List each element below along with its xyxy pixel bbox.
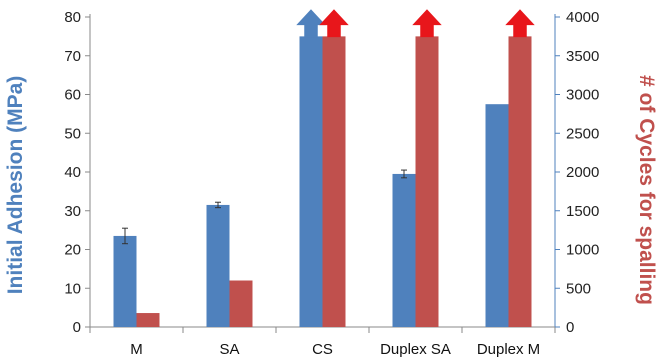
cycles-bar-2 [322,36,346,327]
y-axis-left-tick-label: 20 [64,242,81,259]
y-axis-right-tick-label: 3000 [566,87,599,104]
y-axis-right-tick-label: 500 [566,280,591,297]
x-axis-tick-label: M [130,341,143,358]
y-axis-left-tick-label: 80 [64,9,81,26]
adhesion-bar-1 [206,204,230,327]
y-axis-left-tick-label: 70 [64,48,81,65]
cycles-bar-4 [508,36,532,327]
y-axis-right-tick-label: 2000 [566,164,599,181]
adhesion-bar-0 [113,235,137,327]
y-axis-right-tick-label: 3500 [566,48,599,65]
adhesion-bar-2 [299,36,323,327]
adhesion-bar-3 [392,173,416,327]
y-axis-left-label: Initial Adhesion (MPa) [4,76,27,295]
y-axis-right-tick-label: 2500 [566,125,599,142]
x-axis-tick-label: Duplex SA [380,341,451,358]
adhesion-bar-4 [485,104,509,327]
bars [113,9,535,327]
cycles-arrow-icon [319,9,349,38]
y-axis-left-tick-label: 30 [64,203,81,220]
y-axis-left-tick-label: 40 [64,164,81,181]
y-axis-right-tick-label: 4000 [566,9,599,26]
x-axis-tick-label: Duplex M [477,341,540,358]
y-axis-right-tick-label: 1000 [566,242,599,259]
cycles-bar-3 [415,36,439,327]
x-axis-tick-label: SA [219,341,239,358]
labels: 0 10 20 30 40 50 60 70 80 0 500 1000 1500 2000 2500 300… [64,9,599,358]
y-axis-right-label: # of Cycles for spalling [635,75,658,305]
y-axis-right-tick-label: 0 [566,319,574,336]
adhesion-arrow-icon [296,9,326,38]
y-axis-left-tick-label: 50 [64,125,81,142]
y-axis-right-tick-label: 1500 [566,203,599,220]
cycles-bar-0 [136,313,160,327]
cycles-arrow-icon [412,9,442,38]
cycles-bar-1 [229,280,253,327]
y-axis-left-tick-label: 10 [64,280,81,297]
cycles-arrow-icon [505,9,535,38]
x-axis-tick-label: CS [312,341,333,358]
y-axis-left-tick-label: 60 [64,87,81,104]
y-axis-left-tick-label: 0 [73,319,81,336]
